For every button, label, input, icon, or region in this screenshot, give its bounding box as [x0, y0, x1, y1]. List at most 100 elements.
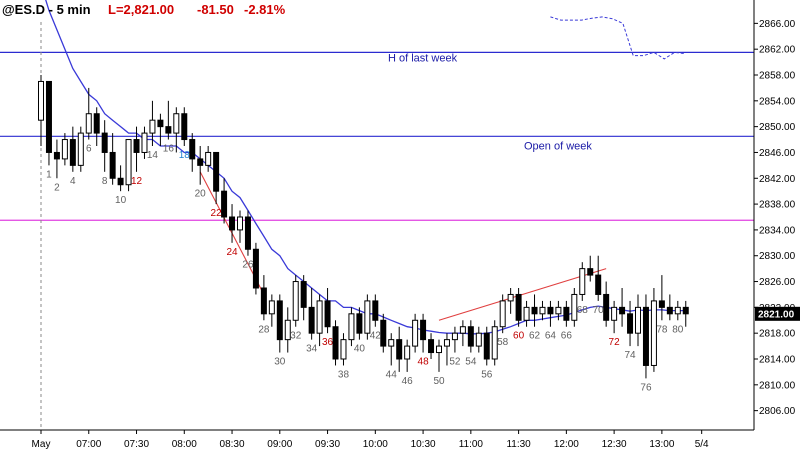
candle-bull: [555, 306, 562, 315]
last-price-tag-label: 2821.00: [758, 309, 795, 320]
candle-bear: [276, 300, 283, 341]
chart-header: @ES.D - 5 min L=2,821.00 -81.50 -2.81%: [2, 2, 286, 17]
bar-number: 40: [354, 344, 366, 355]
bar-number: 54: [465, 357, 477, 368]
candles: [38, 75, 689, 379]
x-tick-label: 07:30: [124, 439, 149, 450]
candle-bull: [364, 300, 371, 334]
bar-number: 72: [609, 337, 621, 348]
x-tick-label: 13:00: [649, 439, 674, 450]
candle-bear: [428, 339, 435, 354]
bar-number: 60: [513, 331, 525, 342]
candle-bear: [165, 126, 172, 134]
candle-bull: [475, 332, 482, 347]
x-tick-label: 07:00: [76, 439, 101, 450]
y-tick-label: 2842.00: [759, 174, 796, 185]
bar-numbers: 1246810121416182022242628303234363840424…: [46, 144, 684, 394]
level-label: H of last week: [388, 52, 458, 64]
candle-bull: [141, 132, 148, 153]
candle-bear: [682, 306, 689, 315]
ema-line: [45, 0, 686, 335]
bar-number: 52: [449, 357, 461, 368]
candle-bear: [197, 158, 204, 166]
candle-bear: [221, 190, 228, 218]
bar-number: 24: [226, 247, 238, 258]
bar-number: 36: [322, 337, 334, 348]
symbol-label: @ES.D - 5 min: [2, 2, 91, 17]
x-tick-label: 11:00: [459, 439, 484, 450]
candle-bear: [356, 313, 363, 334]
candle-bull: [292, 281, 299, 321]
candle-bear: [666, 306, 673, 315]
bar-number: 10: [115, 195, 127, 206]
candle-bear: [181, 113, 188, 141]
candle-bear: [109, 151, 116, 179]
y-tick-label: 2830.00: [759, 251, 796, 262]
bar-number: 8: [102, 176, 108, 187]
bar-number: 18: [179, 150, 191, 161]
candle-bull: [443, 339, 450, 347]
level-annotations: H of last week Open of week: [388, 52, 592, 152]
y-tick-label: 2806.00: [759, 406, 796, 417]
candle-bull: [38, 80, 44, 121]
candle-bear: [252, 248, 259, 289]
candle-bear: [380, 319, 387, 347]
bar-number: 6: [86, 144, 92, 155]
candle-bear: [483, 332, 490, 360]
bar-number: 74: [624, 350, 636, 361]
bar-number: 48: [418, 357, 430, 368]
candle-bear: [101, 132, 108, 153]
candle-bear: [372, 300, 379, 321]
bar-number: 44: [386, 369, 398, 380]
bar-number: 80: [672, 324, 684, 335]
last-price-label: L=2,821.00: [108, 2, 174, 17]
x-tick-label: 08:30: [220, 439, 245, 450]
bar-number: 70: [593, 305, 605, 316]
candle-bear: [244, 216, 251, 250]
bar-number: 2: [54, 182, 60, 193]
x-tick-label: 12:30: [602, 439, 627, 450]
candle-bull: [436, 345, 442, 354]
candle-bear: [603, 293, 610, 321]
x-tick-label: 08:00: [172, 439, 197, 450]
candle-bull: [205, 151, 212, 166]
candle-bear: [547, 306, 554, 315]
candle-bear: [229, 216, 236, 231]
x-axis: May 07:00 07:30 08:00 08:30 09:00 09:30 10:00 10…: [0, 429, 754, 450]
bar-number: 22: [211, 208, 223, 219]
bar-number: 20: [195, 189, 207, 200]
bar-number: 66: [561, 331, 573, 342]
candle-bear: [260, 287, 267, 315]
x-tick-label: 10:00: [363, 439, 388, 450]
bar-number: 16: [163, 144, 175, 155]
candle-bear: [658, 300, 665, 308]
candle-bull: [571, 293, 578, 321]
candle-bull: [412, 319, 419, 347]
candle-bull: [388, 339, 395, 347]
candle-bear: [300, 281, 307, 308]
candle-bear: [332, 326, 339, 360]
bar-number: 38: [338, 369, 350, 380]
y-tick-label: 2866.00: [759, 19, 796, 30]
y-axis: 2806.002810.002814.002818.002822.002826.…: [753, 0, 800, 430]
bar-number: 64: [545, 331, 557, 342]
bar-number: 68: [577, 305, 589, 316]
trend-line: [438, 268, 607, 321]
candle-bear: [324, 300, 331, 328]
x-tick-label: May: [32, 439, 51, 450]
candle-bull: [85, 113, 92, 134]
y-tick-label: 2862.00: [759, 45, 796, 56]
candle-bear: [563, 306, 570, 321]
change-pct-label: -2.81%: [244, 2, 286, 17]
bar-number: 42: [370, 331, 382, 342]
x-tick-label: 11:30: [506, 439, 531, 450]
candle-bull: [650, 300, 657, 366]
moving-average: [45, 0, 686, 335]
candle-bear: [467, 326, 474, 347]
candle-bear: [515, 293, 522, 321]
y-tick-label: 2838.00: [759, 200, 796, 211]
candle-bear: [45, 80, 52, 153]
candle-bear: [627, 313, 634, 334]
x-tick-label: 09:30: [315, 439, 340, 450]
